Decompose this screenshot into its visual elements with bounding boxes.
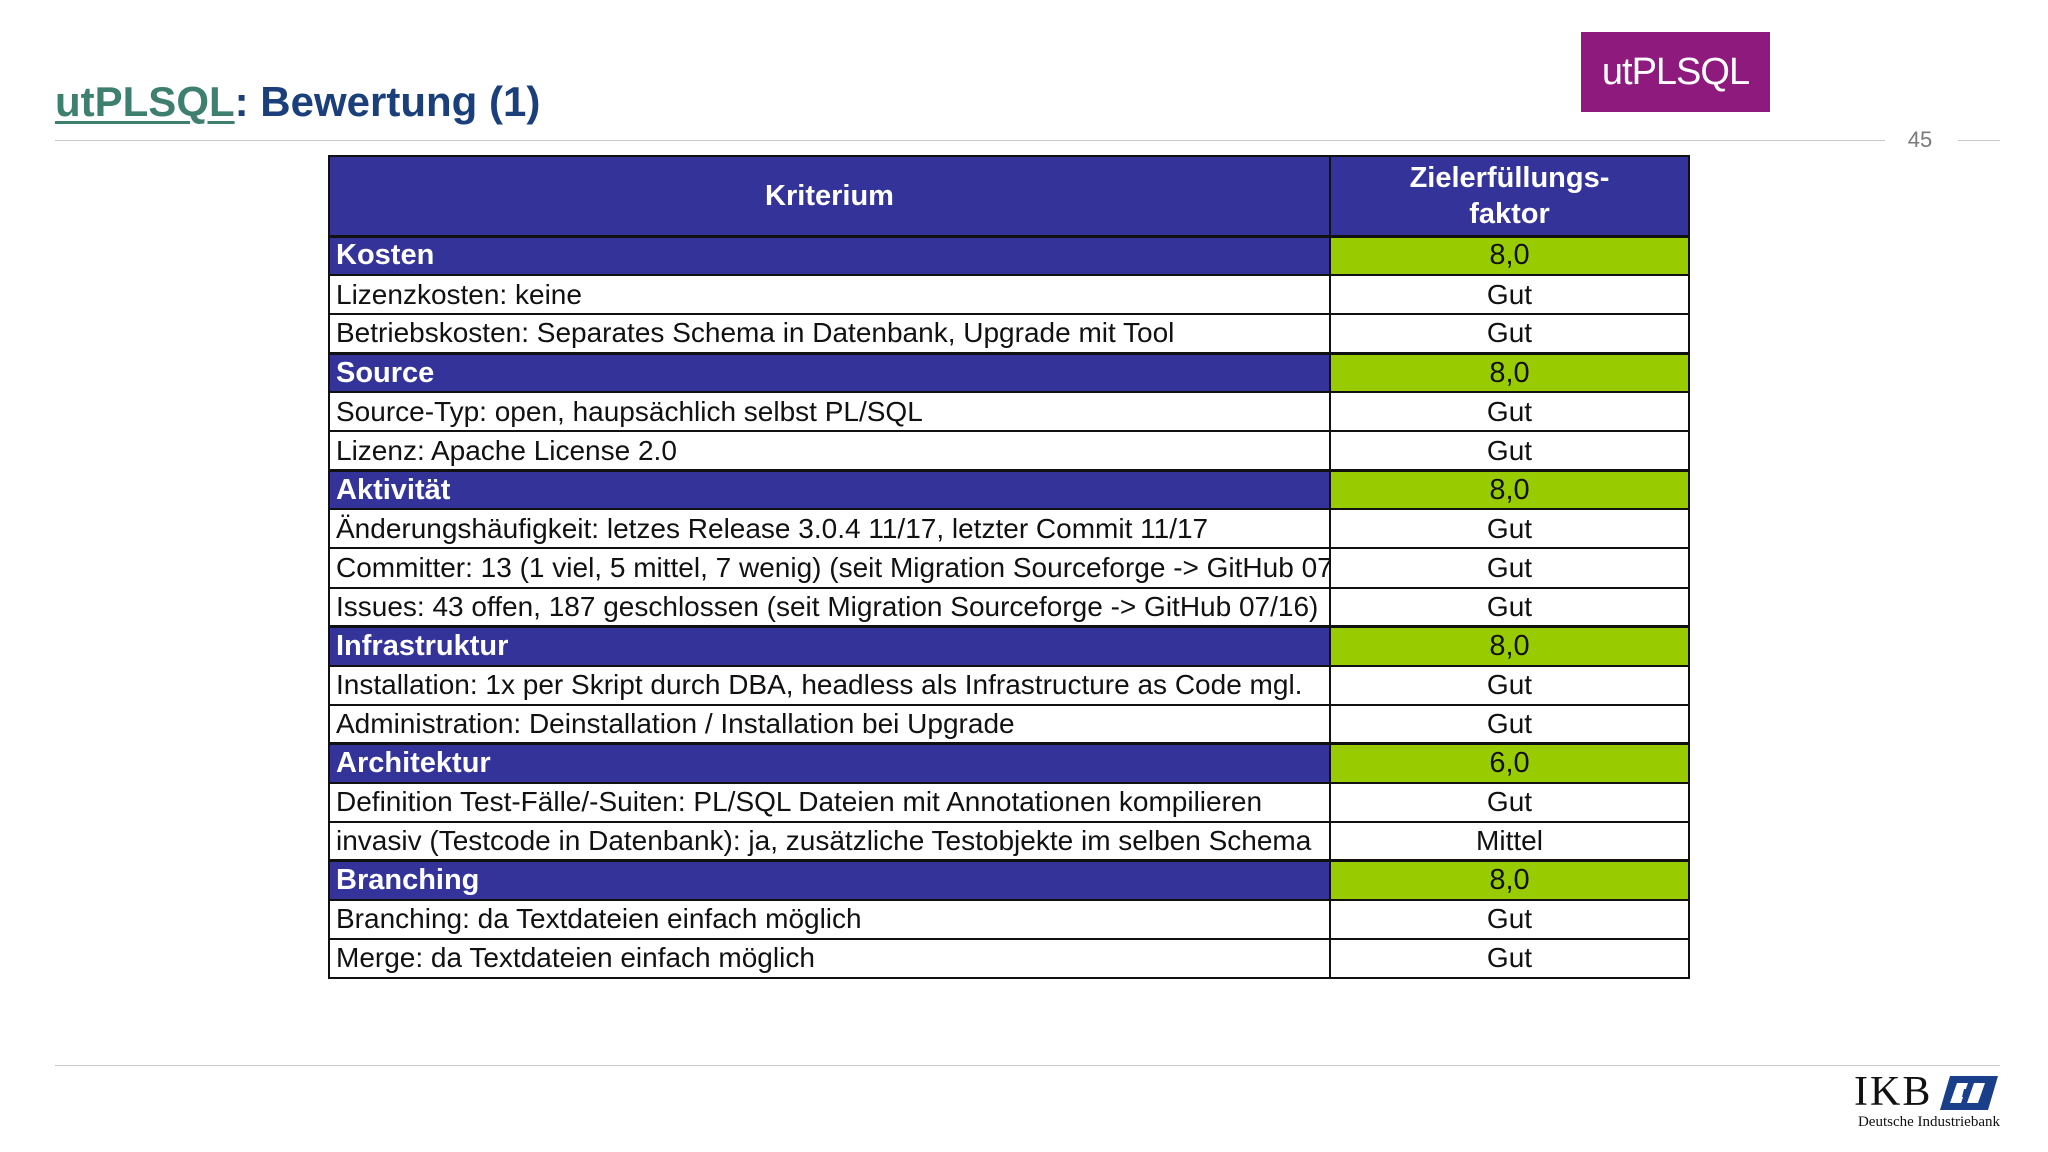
criterion-rating: Gut	[1329, 508, 1690, 550]
table-header-row: Kriterium Zielerfüllungs-faktor	[328, 154, 1690, 238]
criterion-rating: Gut	[1329, 937, 1690, 980]
criterion-rating: Gut	[1329, 313, 1690, 355]
criterion-rating: Gut	[1329, 274, 1690, 316]
table-row: invasiv (Testcode in Datenbank): ja, zus…	[328, 820, 1690, 862]
page-number: 45	[1907, 127, 1933, 152]
criterion-text: Issues: 43 offen, 187 geschlossen (seit …	[328, 586, 1331, 628]
ikb-logo-subtitle: Deutsche Industriebank	[1857, 1114, 2000, 1130]
criterion-rating: Gut	[1329, 586, 1690, 628]
criterion-text: Betriebskosten: Separates Schema in Date…	[328, 313, 1331, 355]
category-score: 6,0	[1329, 742, 1690, 784]
criterion-text: Committer: 13 (1 viel, 5 mittel, 7 wenig…	[328, 547, 1331, 589]
ikb-logo: IKB Deutsche Industriebank	[1838, 1068, 2000, 1132]
category-score: 8,0	[1329, 468, 1690, 511]
category-score: 8,0	[1329, 859, 1690, 901]
footer-divider	[55, 1065, 2000, 1066]
table-row: Betriebskosten: Separates Schema in Date…	[328, 313, 1690, 355]
criterion-text: Source-Typ: open, haupsächlich selbst PL…	[328, 391, 1331, 433]
header-factor: Zielerfüllungs-faktor	[1329, 154, 1690, 238]
title-text: : Bewertung (1)	[234, 78, 541, 125]
utplsql-badge: utPLSQL	[1581, 32, 1770, 112]
criterion-text: Installation: 1x per Skript durch DBA, h…	[328, 664, 1331, 706]
category-name: Source	[328, 351, 1331, 394]
criterion-rating: Gut	[1329, 664, 1690, 706]
table-row: Lizenz: Apache License 2.0 Gut	[328, 430, 1690, 472]
criterion-rating: Gut	[1329, 430, 1690, 472]
table-row: Lizenzkosten: keine Gut	[328, 274, 1690, 316]
criterion-rating: Mittel	[1329, 820, 1690, 862]
evaluation-table: Kriterium Zielerfüllungs-faktor Kosten 8…	[328, 154, 1690, 980]
category-score: 8,0	[1329, 234, 1690, 277]
header-divider-right	[1958, 140, 2000, 141]
category-row-branching: Branching 8,0	[328, 859, 1690, 901]
criterion-text: invasiv (Testcode in Datenbank): ja, zus…	[328, 820, 1331, 862]
category-name: Architektur	[328, 742, 1331, 784]
header-divider	[55, 140, 1885, 141]
table-row: Branching: da Textdateien einfach möglic…	[328, 898, 1690, 940]
category-row-infrastruktur: Infrastruktur 8,0	[328, 625, 1690, 667]
category-row-kosten: Kosten 8,0	[328, 234, 1690, 277]
criterion-text: Branching: da Textdateien einfach möglic…	[328, 898, 1331, 940]
criterion-rating: Gut	[1329, 391, 1690, 433]
ikb-mark-icon	[1940, 1076, 1998, 1110]
table-row: Änderungshäufigkeit: letzes Release 3.0.…	[328, 508, 1690, 550]
table-row: Definition Test-Fälle/-Suiten: PL/SQL Da…	[328, 781, 1690, 823]
table-row: Issues: 43 offen, 187 geschlossen (seit …	[328, 586, 1690, 628]
category-name: Kosten	[328, 234, 1331, 277]
criterion-rating: Gut	[1329, 898, 1690, 940]
category-name: Branching	[328, 859, 1331, 901]
criterion-rating: Gut	[1329, 703, 1690, 745]
category-row-source: Source 8,0	[328, 351, 1690, 394]
title-link[interactable]: utPLSQL	[55, 78, 235, 125]
criterion-text: Definition Test-Fälle/-Suiten: PL/SQL Da…	[328, 781, 1331, 823]
criterion-text: Lizenzkosten: keine	[328, 274, 1331, 316]
criterion-text: Merge: da Textdateien einfach möglich	[328, 937, 1331, 980]
table-row: Installation: 1x per Skript durch DBA, h…	[328, 664, 1690, 706]
header-criterion: Kriterium	[328, 154, 1331, 238]
category-name: Aktivität	[328, 468, 1331, 511]
page-title: utPLSQL: Bewertung (1)	[55, 78, 540, 126]
ikb-logo-word: IKB	[1854, 1069, 1933, 1115]
criterion-text: Lizenz: Apache License 2.0	[328, 430, 1331, 472]
category-score: 8,0	[1329, 351, 1690, 394]
table-row: Administration: Deinstallation / Install…	[328, 703, 1690, 745]
category-row-architektur: Architektur 6,0	[328, 742, 1690, 784]
criterion-rating: Gut	[1329, 781, 1690, 823]
table-row: Committer: 13 (1 viel, 5 mittel, 7 wenig…	[328, 547, 1690, 589]
criterion-text: Änderungshäufigkeit: letzes Release 3.0.…	[328, 508, 1331, 550]
category-score: 8,0	[1329, 625, 1690, 667]
table-row: Merge: da Textdateien einfach möglich Gu…	[328, 937, 1690, 980]
table-row: Source-Typ: open, haupsächlich selbst PL…	[328, 391, 1690, 433]
category-row-aktivitaet: Aktivität 8,0	[328, 468, 1690, 511]
criterion-text: Administration: Deinstallation / Install…	[328, 703, 1331, 745]
criterion-rating: Gut	[1329, 547, 1690, 589]
category-name: Infrastruktur	[328, 625, 1331, 667]
